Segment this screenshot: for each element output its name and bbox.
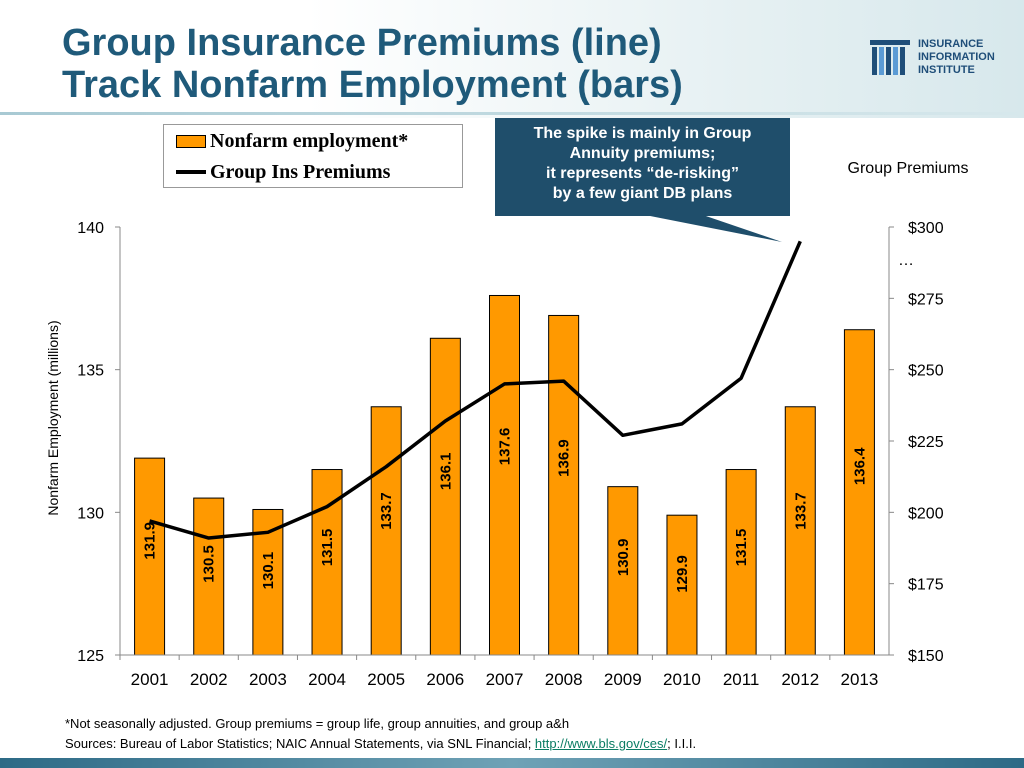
bar-value-label-2006: 136.1 xyxy=(437,453,454,491)
legend-item-line: Group Ins Premiums xyxy=(176,160,390,184)
bar-2002 xyxy=(193,497,225,656)
x-tick-label-2013: 2013 xyxy=(841,670,879,689)
footnote-note: *Not seasonally adjusted. Group premiums… xyxy=(65,716,570,731)
logo-line-2: INFORMATION xyxy=(918,51,995,63)
chart-legend: Nonfarm employment* Group Ins Premiums xyxy=(163,124,463,188)
bar-2010 xyxy=(666,514,698,656)
title-line-1: Group Insurance Premiums (line) xyxy=(62,22,662,64)
callout-line-4: by a few giant DB plans xyxy=(552,185,733,202)
y2-tick-label-$200: $200 xyxy=(908,505,944,522)
y-axis-title: Nonfarm Employment (millions) xyxy=(45,320,61,515)
y2-axis-title: Group Premiums xyxy=(848,160,969,177)
title-divider xyxy=(0,112,1024,115)
x-tick-label-2003: 2003 xyxy=(249,670,287,689)
x-tick-label-2001: 2001 xyxy=(131,670,169,689)
x-tick-label-2009: 2009 xyxy=(604,670,642,689)
bar-value-label-2008: 136.9 xyxy=(556,439,573,477)
bar-value-label-2003: 130.1 xyxy=(260,552,277,590)
callout-pointer xyxy=(640,214,782,242)
y2-tick-label-$275: $275 xyxy=(908,291,944,308)
callout-line-1: The spike is mainly in Group xyxy=(533,125,752,142)
bar-value-label-2012: 133.7 xyxy=(792,492,809,530)
columns-icon xyxy=(870,40,910,75)
bar-value-label-2002: 130.5 xyxy=(201,545,218,583)
bar-2006 xyxy=(429,337,461,656)
logo-line-1: INSURANCE xyxy=(918,38,984,50)
x-tick-label-2007: 2007 xyxy=(486,670,524,689)
legend-item-bars: Nonfarm employment* xyxy=(176,129,408,153)
iii-logo: INSURANCE INFORMATION INSTITUTE xyxy=(868,36,1018,82)
sources-suffix: ; I.I.I. xyxy=(667,736,697,751)
callout-line-3: it represents “de-risking” xyxy=(546,165,739,182)
legend-bars-label: Nonfarm employment* xyxy=(210,129,409,152)
x-tick-label-2004: 2004 xyxy=(308,670,346,689)
x-tick-label-2008: 2008 xyxy=(545,670,583,689)
y2-tick-label-$300: $300 xyxy=(908,220,944,237)
bar-2011 xyxy=(725,469,757,656)
x-tick-label-2005: 2005 xyxy=(367,670,405,689)
callout-box: The spike is mainly in Group Annuity pre… xyxy=(495,118,790,216)
y-tick-label-130: 130 xyxy=(77,505,104,522)
sources-prefix: Sources: Bureau of Labor Statistics; NAI… xyxy=(65,736,535,751)
x-tick-label-2012: 2012 xyxy=(781,670,819,689)
bar-2005 xyxy=(370,406,402,656)
slide-title: Group Insurance Premiums (line) Track No… xyxy=(62,22,683,106)
bar-value-label-2013: 136.4 xyxy=(851,447,868,485)
bar-2009 xyxy=(607,486,639,656)
bar-2008 xyxy=(548,314,580,656)
line-swatch-icon xyxy=(176,170,206,174)
bar-value-label-2005: 133.7 xyxy=(378,492,395,530)
bar-value-label-2004: 131.5 xyxy=(319,529,336,567)
y2-tick-label-$250: $250 xyxy=(908,363,944,380)
footnote-sources: Sources: Bureau of Labor Statistics; NAI… xyxy=(65,734,696,754)
y-tick-label-135: 135 xyxy=(77,363,104,380)
callout-line-2: Annuity premiums; xyxy=(569,145,716,162)
y2-tick-label-$150: $150 xyxy=(908,648,944,665)
bar-value-label-2007: 137.6 xyxy=(497,428,514,466)
logo-line-3: INSTITUTE xyxy=(918,64,975,76)
x-tick-label-2011: 2011 xyxy=(723,670,760,689)
bar-2007 xyxy=(489,294,520,656)
y2-tick-label-$225: $225 xyxy=(908,434,944,451)
footnote: *Not seasonally adjusted. Group premiums… xyxy=(65,714,696,754)
bar-2001 xyxy=(134,457,166,656)
bar-value-label-2010: 129.9 xyxy=(674,555,691,593)
bar-value-label-2001: 131.9 xyxy=(142,522,159,560)
bar-2013 xyxy=(843,329,875,656)
y-tick-label-125: 125 xyxy=(77,648,104,665)
bar-value-label-2011: 131.5 xyxy=(733,529,750,567)
x-tick-label-2010: 2010 xyxy=(663,670,701,689)
y2-tick-label-$175: $175 xyxy=(908,577,944,594)
y2-axis-break: … xyxy=(898,252,914,269)
x-tick-label-2006: 2006 xyxy=(426,670,464,689)
y-tick-label-140: 140 xyxy=(77,220,104,237)
x-tick-label-2002: 2002 xyxy=(190,670,228,689)
title-line-2: Track Nonfarm Employment (bars) xyxy=(62,64,683,106)
bar-2012 xyxy=(784,406,816,656)
bar-swatch-icon xyxy=(176,134,206,148)
logo-text: INSURANCE INFORMATION INSTITUTE xyxy=(918,38,995,77)
premiums-line xyxy=(149,240,802,540)
title-band xyxy=(0,0,1024,118)
bls-link[interactable]: http://www.bls.gov/ces/ xyxy=(534,736,668,751)
bottom-bar xyxy=(0,758,1024,768)
bar-value-label-2009: 130.9 xyxy=(615,539,632,577)
legend-line-label: Group Ins Premiums xyxy=(210,160,391,183)
